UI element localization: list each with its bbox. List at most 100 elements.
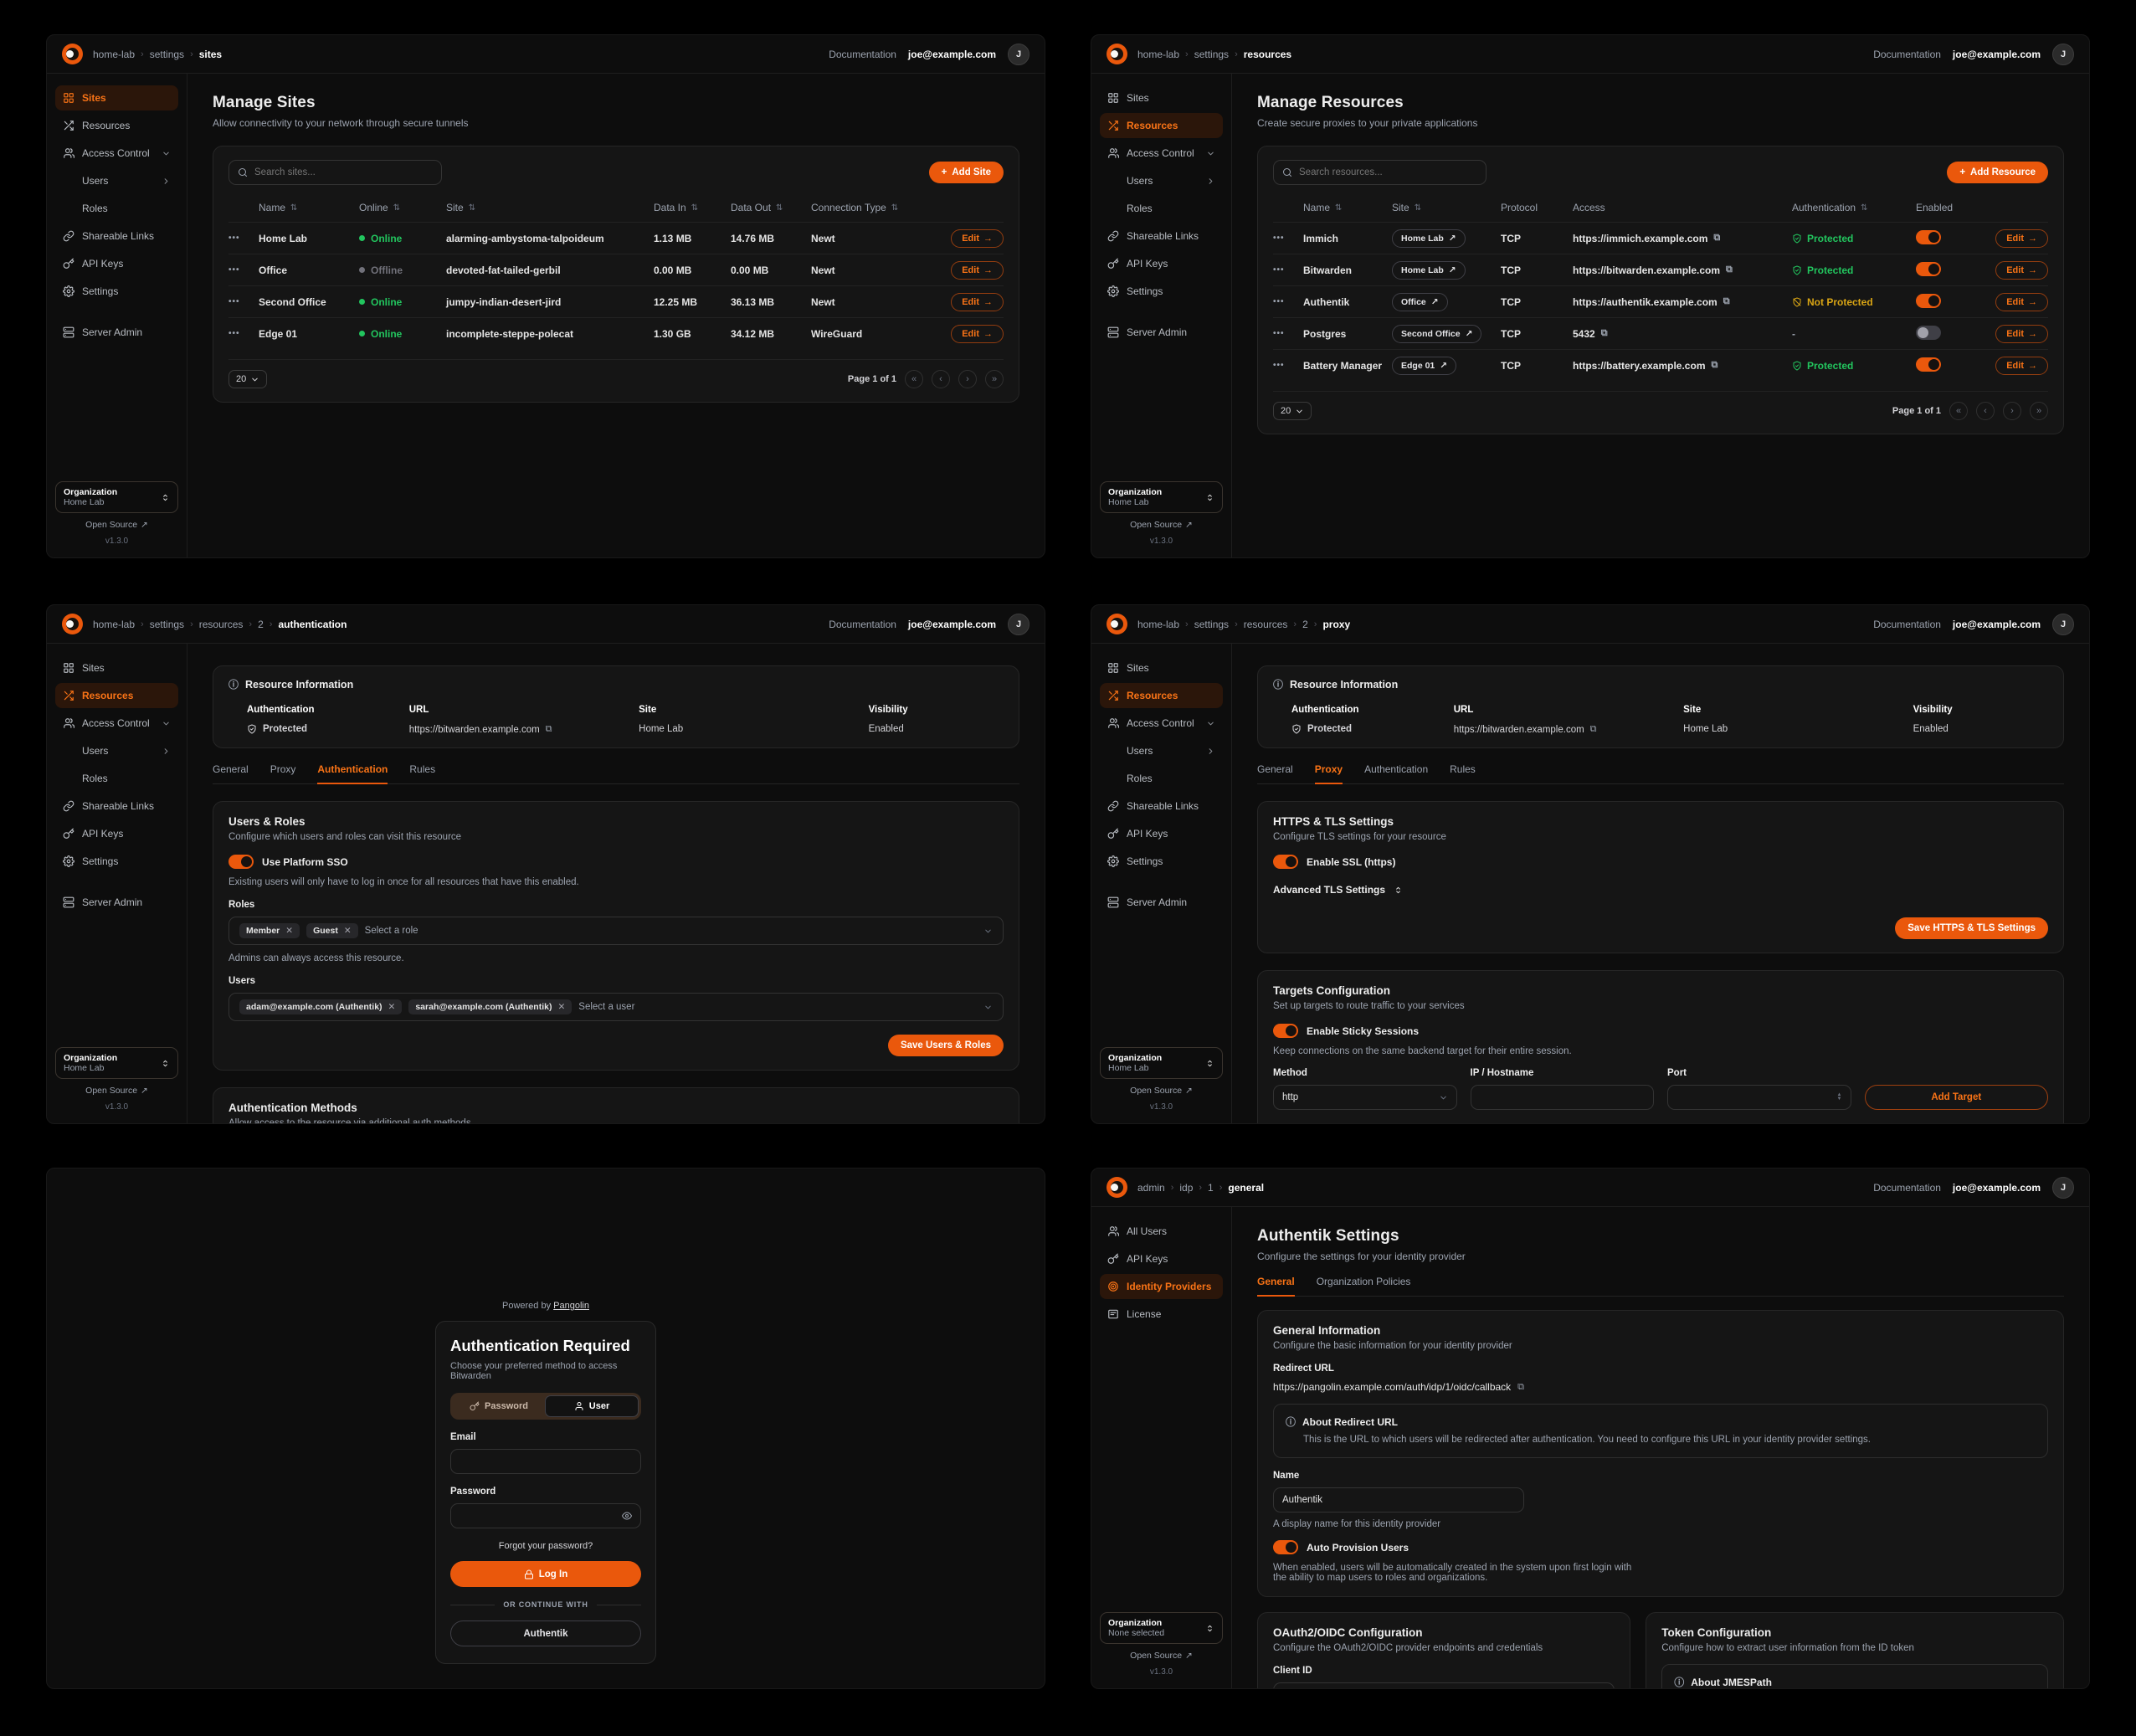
next-page-button[interactable]: › (2003, 402, 2021, 420)
sidebar-item-shareable-links[interactable]: Shareable Links (55, 223, 178, 249)
breadcrumb-item[interactable]: 1 (1208, 1181, 1214, 1194)
account-email[interactable]: joe@example.com (1952, 48, 2041, 60)
sidebar-item-settings[interactable]: Settings (55, 279, 178, 304)
role-tag[interactable]: Member ✕ (239, 923, 300, 938)
edit-button[interactable]: Edit → (951, 229, 1004, 248)
pangolin-link[interactable]: Pangolin (553, 1301, 589, 1311)
tab-general[interactable]: General (213, 763, 249, 775)
edit-button[interactable]: Edit → (951, 292, 1004, 311)
sidebar-item-roles[interactable]: Roles (1127, 773, 1153, 784)
org-selector[interactable]: Organization Home Lab (1100, 481, 1223, 513)
account-email[interactable]: joe@example.com (907, 618, 996, 630)
copy-icon[interactable]: ⧉ (1589, 724, 1597, 734)
sidebar-item-resources[interactable]: Resources (55, 113, 178, 138)
col-online[interactable]: Online ⇅ (359, 202, 401, 213)
first-page-button[interactable]: « (1949, 402, 1968, 420)
col-site[interactable]: Site ⇅ (446, 202, 476, 213)
org-selector[interactable]: Organization None selected (1100, 1612, 1223, 1644)
sidebar-item-users[interactable]: Users (55, 738, 178, 763)
email-field[interactable] (450, 1449, 641, 1474)
method-select[interactable]: http (1273, 1085, 1457, 1110)
documentation-link[interactable]: Documentation (829, 618, 896, 630)
roles-multiselect[interactable]: Member ✕ Guest ✕ Select a role (228, 917, 1004, 945)
tab-proxy[interactable]: Proxy (1314, 763, 1343, 784)
search-input[interactable] (1273, 160, 1486, 185)
sidebar-item-roles[interactable]: Roles (82, 203, 108, 214)
sidebar-item-api-keys[interactable]: API Keys (1100, 251, 1223, 276)
enabled-toggle[interactable] (1916, 261, 1941, 276)
breadcrumb-item[interactable]: idp (1179, 1181, 1194, 1194)
port-input[interactable]: ▲ ▼ (1667, 1085, 1851, 1110)
col-name[interactable]: Name ⇅ (1303, 202, 1343, 213)
save-users-roles-button[interactable]: Save Users & Roles (887, 1035, 1004, 1056)
sidebar-item-access-control[interactable]: Access Control (1100, 141, 1223, 166)
sidebar-item-api-keys[interactable]: API Keys (55, 821, 178, 846)
row-menu-icon[interactable]: ••• (1273, 297, 1285, 306)
breadcrumb-item[interactable]: home-lab (1137, 618, 1180, 630)
edit-button[interactable]: Edit → (1995, 229, 2048, 248)
sidebar-item-shareable-links[interactable]: Shareable Links (1100, 794, 1223, 819)
copy-icon[interactable]: ⧉ (1713, 233, 1721, 243)
client-id-input[interactable] (1273, 1682, 1615, 1688)
edit-button[interactable]: Edit → (951, 260, 1004, 280)
pangolin-logo[interactable] (1107, 44, 1127, 64)
enabled-toggle[interactable] (1916, 229, 1941, 244)
access-url[interactable]: https://battery.example.com (1573, 359, 1706, 372)
account-email[interactable]: joe@example.com (1952, 1181, 2041, 1194)
edit-button[interactable]: Edit → (1995, 292, 2048, 311)
open-source-link[interactable]: Open Source ↗ (1130, 520, 1193, 530)
site-link[interactable]: Office ↗ (1392, 292, 1448, 311)
breadcrumb-item[interactable]: settings (1194, 48, 1230, 60)
sidebar-item-settings[interactable]: Settings (1100, 849, 1223, 874)
breadcrumb-item[interactable]: settings (1194, 618, 1230, 630)
tab-authentication[interactable]: Authentication (1364, 763, 1429, 775)
breadcrumb-item[interactable]: home-lab (1137, 48, 1180, 60)
col-authentication[interactable]: Authentication ⇅ (1792, 202, 1868, 213)
user-tag[interactable]: adam@example.com (Authentik) ✕ (239, 999, 403, 1014)
documentation-link[interactable]: Documentation (1873, 48, 1941, 60)
sidebar-item-api-keys[interactable]: API Keys (55, 251, 178, 276)
access-url[interactable]: https://immich.example.com (1573, 232, 1708, 244)
user-method-tab[interactable]: User (545, 1395, 639, 1417)
last-page-button[interactable]: » (2030, 402, 2048, 420)
org-selector[interactable]: Organization Home Lab (55, 481, 178, 513)
sidebar-item-resources[interactable]: Resources (55, 683, 178, 708)
edit-button[interactable]: Edit → (1995, 356, 2048, 375)
add-target-button[interactable]: Add Target (1864, 1085, 2048, 1110)
sidebar-item-license[interactable]: License (1100, 1302, 1223, 1327)
row-menu-icon[interactable]: ••• (1273, 361, 1285, 370)
sidebar-item-api-keys[interactable]: API Keys (1100, 1246, 1223, 1271)
search-input[interactable] (228, 160, 442, 185)
stepper-icon[interactable]: ▲ ▼ (1836, 1092, 1842, 1102)
col-site[interactable]: Site ⇅ (1392, 202, 1422, 213)
last-page-button[interactable]: » (985, 370, 1004, 388)
auto-provision-toggle[interactable] (1273, 1540, 1298, 1555)
site-link[interactable]: Edge 01 ↗ (1392, 356, 1457, 375)
sidebar-item-users[interactable]: Users (1100, 168, 1223, 193)
open-source-link[interactable]: Open Source ↗ (1130, 1086, 1193, 1096)
enabled-toggle[interactable] (1916, 293, 1941, 308)
advanced-tls-label[interactable]: Advanced TLS Settings (1273, 884, 1386, 896)
breadcrumb-item[interactable]: resources (1243, 618, 1288, 630)
row-menu-icon[interactable]: ••• (228, 234, 240, 243)
copy-icon[interactable]: ⧉ (1517, 1381, 1525, 1392)
row-menu-icon[interactable]: ••• (228, 297, 240, 306)
edit-button[interactable]: Edit → (1995, 324, 2048, 343)
sidebar-item-roles[interactable]: Roles (1127, 203, 1153, 214)
sidebar-item-identity-providers[interactable]: Identity Providers (1100, 1274, 1223, 1299)
prev-page-button[interactable]: ‹ (932, 370, 950, 388)
documentation-link[interactable]: Documentation (1873, 1181, 1941, 1194)
platform-sso-toggle[interactable] (228, 855, 254, 869)
sidebar-item-roles[interactable]: Roles (82, 773, 108, 784)
avatar[interactable]: J (1008, 613, 1029, 635)
page-size-select[interactable]: 20 (1273, 402, 1312, 420)
col-data-out[interactable]: Data Out ⇅ (731, 202, 783, 213)
site-link[interactable]: Second Office ↗ (1392, 324, 1482, 343)
sidebar-item-server-admin[interactable]: Server Admin (1100, 890, 1223, 915)
authentik-sso-button[interactable]: Authentik (450, 1620, 641, 1646)
edit-button[interactable]: Edit → (951, 324, 1004, 343)
avatar[interactable]: J (2052, 43, 2074, 65)
access-url[interactable]: https://bitwarden.example.com (1573, 264, 1721, 276)
breadcrumb-item[interactable]: settings (149, 618, 185, 630)
tab-proxy[interactable]: Proxy (270, 763, 296, 775)
